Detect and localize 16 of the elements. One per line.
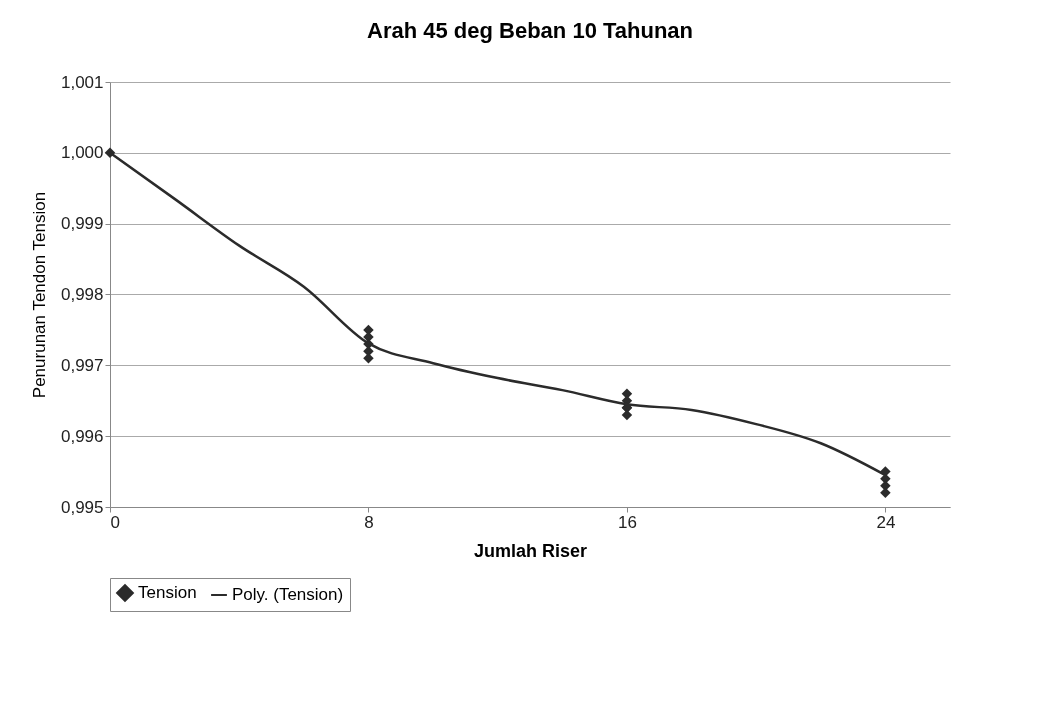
x-axis-title: Jumlah Riser [473,540,588,561]
legend-label: Tension [138,583,197,603]
y-tick-label: 0,996 [60,426,104,446]
legend-label: Poly. (Tension) [232,585,344,604]
y-axis-title: Penurunan Tendon Tension [29,191,49,399]
y-tick-label: 0,995 [60,497,104,517]
x-tick-label: 16 [617,512,637,532]
y-tick-label: 1,001 [60,72,104,92]
chart-title: Arah 45 deg Beban 10 Tahunan [366,18,694,43]
y-tick-label: 0,997 [60,355,104,375]
y-tick-label: 0,998 [60,285,104,304]
y-tick-label: 0,999 [60,214,104,234]
x-tick-label: 24 [876,512,896,532]
y-tick-label: 1,000 [60,143,104,163]
x-tick-label: 8 [364,512,374,532]
x-tick-label: 0 [110,512,120,532]
